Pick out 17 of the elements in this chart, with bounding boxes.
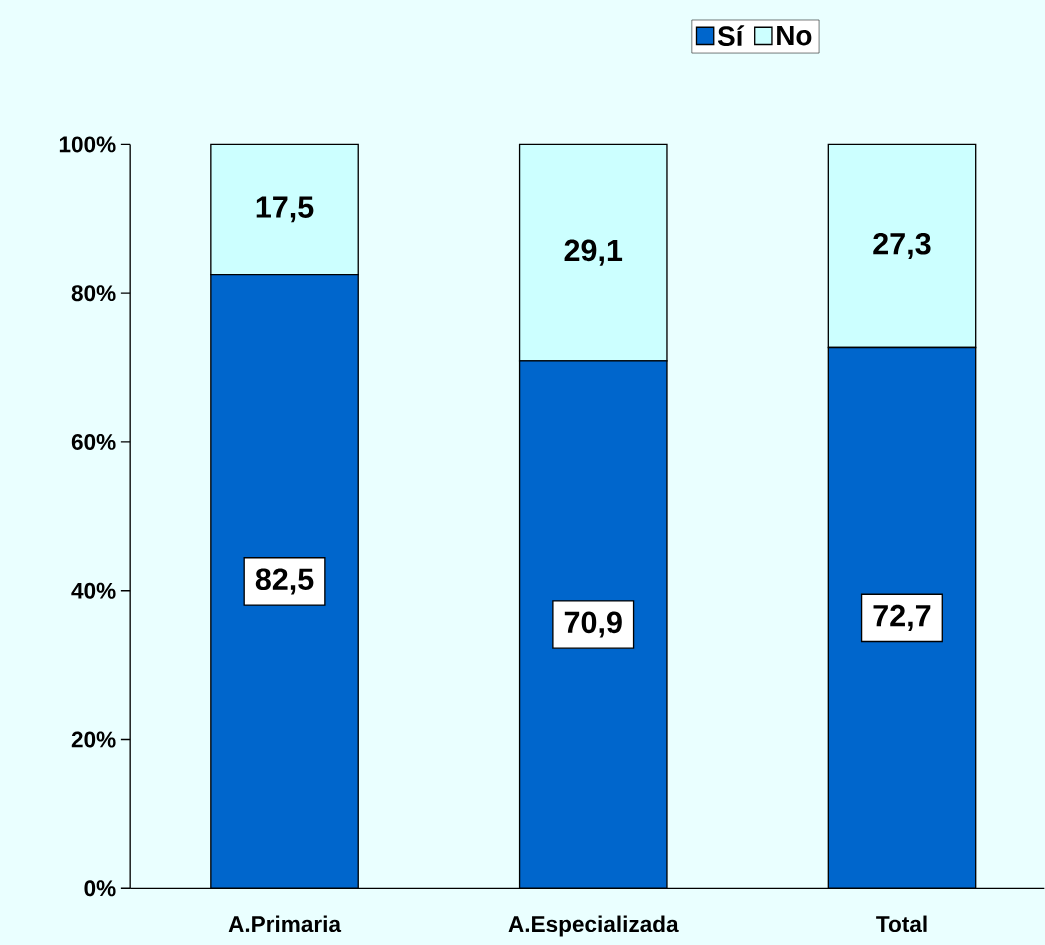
y-tick-label: 60% xyxy=(71,433,116,450)
y-tick-label: 80% xyxy=(71,285,116,302)
x-tick-label: A.Especializada xyxy=(508,915,679,937)
y-tick-label: 20% xyxy=(71,731,116,748)
legend-label: No xyxy=(777,25,812,46)
data-label: 72,7 xyxy=(873,604,931,631)
y-tick-label: 40% xyxy=(71,582,116,599)
y-tick-label: 100% xyxy=(59,136,116,153)
data-label: 17,5 xyxy=(256,196,314,223)
data-label: 82,5 xyxy=(255,568,314,595)
y-tick-label: 0% xyxy=(84,880,116,897)
data-label: 70,9 xyxy=(564,611,622,638)
x-tick-label: A.Primaria xyxy=(228,915,342,933)
data-label: 27,3 xyxy=(873,232,931,259)
x-tick-label: Total xyxy=(876,915,927,933)
legend-label: Sí xyxy=(717,25,745,46)
data-label: 29,1 xyxy=(564,239,623,266)
